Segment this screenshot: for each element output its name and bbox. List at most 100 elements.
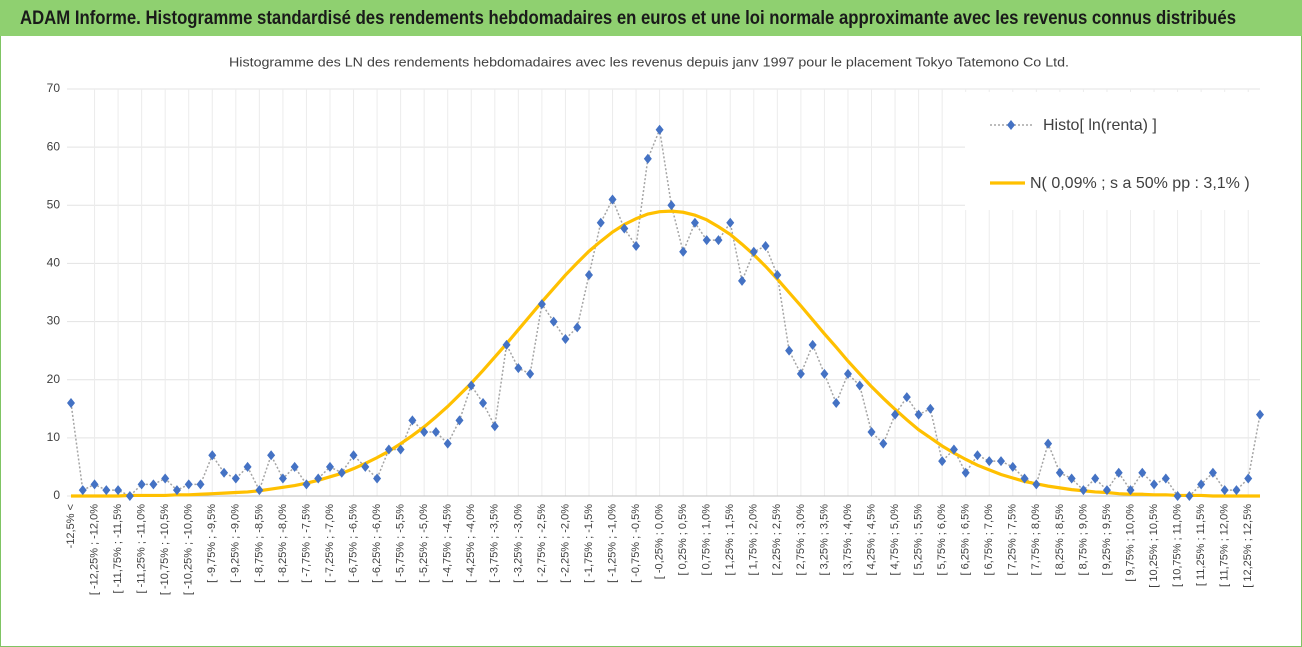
x-tick-label: [ 12,25% ; 12,5%: [1242, 504, 1254, 588]
histo-marker: [514, 363, 523, 374]
histo-marker: [867, 427, 876, 438]
x-tick-label: [ 2,75% ; 3,0%: [795, 504, 807, 576]
x-tick-label: [ -10,75% ; -10,5%: [159, 504, 171, 595]
x-tick-label: [ -4,75% ; -4,5%: [442, 504, 454, 583]
y-tick-label: 50: [47, 197, 61, 211]
histo-marker: [1197, 479, 1206, 490]
x-tick-label: [ -10,25% ; -10,0%: [183, 504, 195, 595]
x-tick-label: [ 11,25% ; 11,5%: [1195, 504, 1207, 586]
histo-marker: [396, 444, 405, 455]
x-tick-label: [ -2,25% ; -2,0%: [559, 504, 571, 583]
histo-marker: [526, 368, 535, 379]
legend-label: N( 0,09% ; s a 50% pp : 3,1% ): [1030, 175, 1250, 192]
x-tick-label: [ -0,25% ; 0,0%: [654, 504, 666, 579]
x-tick-label: [ 11,75% ; 12,0%: [1219, 504, 1231, 587]
histo-marker: [632, 240, 641, 251]
histo-marker: [114, 485, 123, 496]
histo-marker: [914, 409, 923, 420]
histo-marker: [349, 450, 358, 461]
histo-marker: [902, 392, 911, 403]
histo-marker: [149, 479, 158, 490]
histo-marker: [1256, 409, 1264, 420]
x-tick-label: [ -5,75% ; -5,5%: [395, 504, 407, 583]
histo-marker: [537, 299, 546, 310]
legend-box: [965, 92, 1290, 210]
x-tick-label: [ 7,25% ; 7,5%: [1007, 504, 1019, 576]
histo-marker: [1055, 467, 1064, 478]
histo-marker: [1244, 473, 1253, 484]
histo-marker: [702, 235, 711, 246]
histo-marker: [808, 339, 817, 350]
histo-marker: [502, 339, 511, 350]
y-tick-label: 10: [47, 430, 61, 444]
x-tick-label: [ 9,25% ; 9,5%: [1101, 504, 1113, 576]
histo-marker: [985, 456, 994, 467]
histo-marker: [820, 368, 829, 379]
histo-marker: [879, 438, 888, 449]
histo-marker: [949, 444, 958, 455]
x-tick-label: [ -6,75% ; -6,5%: [347, 504, 359, 583]
chart-title: ADAM Informe. Histogramme standardisé de…: [20, 8, 1236, 29]
histo-line: [70, 126, 1261, 497]
histo-marker: [278, 473, 287, 484]
histo-marker: [1150, 479, 1159, 490]
histo-marker: [1220, 485, 1229, 496]
normal-curve: [71, 209, 1260, 498]
histo-marker: [961, 467, 970, 478]
histo-marker: [1161, 473, 1170, 484]
x-tick-label: [ 2,25% ; 2,5%: [771, 504, 783, 576]
x-tick-label: [ -2,75% ; -2,5%: [536, 504, 548, 583]
x-tick-label: [ -12,25% ; -12,0%: [88, 504, 100, 595]
x-tick-label: [ 4,25% ; 4,5%: [865, 504, 877, 576]
x-tick-label: [ -7,75% ; -7,5%: [300, 504, 312, 583]
x-tick-label: [ 1,25% ; 1,5%: [724, 504, 736, 576]
histo-marker: [302, 479, 311, 490]
histo-marker: [408, 415, 417, 426]
plot: [67, 124, 1264, 501]
y-tick-label: 60: [47, 139, 61, 153]
histo-marker: [726, 217, 735, 228]
histo-marker: [1067, 473, 1076, 484]
x-tick-label: [ -7,25% ; -7,0%: [324, 504, 336, 583]
histo-marker: [997, 456, 1006, 467]
histo-marker: [172, 485, 181, 496]
x-tick-label: [ -11,25% ; -11,0%: [136, 504, 148, 594]
histo-marker: [1138, 467, 1147, 478]
histo-marker: [749, 246, 758, 257]
histo-marker: [549, 316, 558, 327]
histo-marker: [1020, 473, 1029, 484]
histo-marker: [443, 438, 452, 449]
histo-marker: [608, 194, 617, 205]
histo-marker: [785, 345, 794, 356]
histo-marker: [891, 409, 900, 420]
histo-marker: [761, 240, 770, 251]
histo-marker: [679, 246, 688, 257]
x-tick-label: [ -3,75% ; -3,5%: [489, 504, 501, 583]
histo-marker: [620, 223, 629, 234]
histo-marker: [596, 217, 605, 228]
x-tick-label: [ 1,75% ; 2,0%: [748, 504, 760, 576]
x-tick-label: [ -0,75% ; -0,5%: [630, 504, 642, 583]
histo-marker: [714, 235, 723, 246]
histo-marker: [855, 380, 864, 391]
x-tick-label: [ -9,25% ; -9,0%: [230, 504, 242, 583]
histo-marker: [1208, 467, 1217, 478]
histo-marker: [1091, 473, 1100, 484]
x-tick-label: [ 5,75% ; 6,0%: [936, 504, 948, 576]
histo-marker: [832, 397, 841, 408]
histo-marker: [196, 479, 205, 490]
x-tick-label: [ 10,25% ; 10,5%: [1148, 504, 1160, 588]
x-tick-label: [ 6,75% ; 7,0%: [983, 504, 995, 576]
histo-marker: [243, 461, 252, 472]
histo-marker: [325, 461, 334, 472]
y-tick-label: 70: [47, 81, 61, 95]
histo-marker: [220, 467, 229, 478]
x-tick-label: [ 4,75% ; 5,0%: [889, 504, 901, 576]
histo-marker: [208, 450, 217, 461]
histo-marker: [314, 473, 323, 484]
x-tick-label: [ 10,75% ; 11,0%: [1172, 504, 1184, 587]
x-tick-label: [ 9,75% ; 10,0%: [1124, 504, 1136, 582]
histo-marker: [231, 473, 240, 484]
x-tick-label: -12,5% <: [65, 504, 77, 548]
y-tick-label: 30: [47, 314, 61, 328]
